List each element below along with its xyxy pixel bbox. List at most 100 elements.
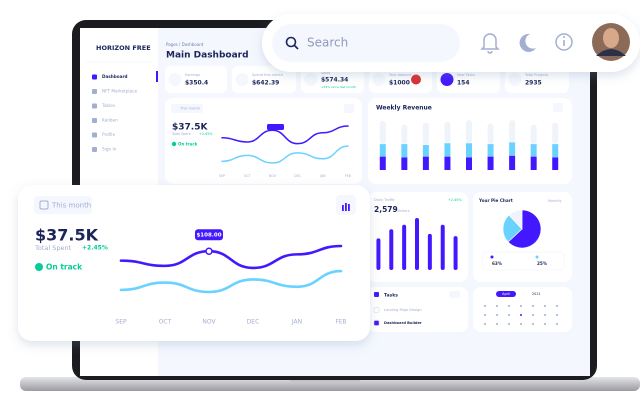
bar [379,144,386,157]
calendar-day[interactable] [508,323,510,325]
calendar-day[interactable] [484,305,486,307]
card [437,66,500,93]
stat-icon [372,73,386,86]
calendar-day[interactable] [496,305,498,307]
tooltip [195,229,223,241]
bar [487,144,494,157]
x-tick-label: SEP [115,319,127,326]
stat-value: $1000 [389,80,410,87]
stat-value: $642.39 [252,80,279,87]
status-dot [35,263,43,271]
calendar-day[interactable] [544,305,546,307]
tooltip [267,124,284,130]
bar [440,224,445,270]
pie-slice [502,214,523,243]
pie-slice [508,209,523,230]
bar [509,155,516,170]
spend-total: $37.5K [172,123,208,133]
traffic-change: +2.45% [448,198,462,202]
task-checkbox[interactable] [374,292,379,297]
status-dot [171,141,177,147]
x-tick-label: SEP [219,174,225,178]
calendar-day[interactable] [556,305,558,307]
bar [466,143,472,158]
legend-dot [535,255,539,259]
menu-item[interactable]: Dashboard [102,74,128,79]
calendar-day[interactable] [532,323,534,325]
menu-item[interactable]: Profile [102,132,115,137]
period-select[interactable]: Monthly [548,199,562,203]
breadcrumb: Pages / Dashboard [166,42,204,47]
menu-icon [92,118,97,123]
bar [389,229,394,270]
calendar-day[interactable] [532,314,534,316]
search-icon [293,44,299,50]
status: On track [178,142,198,147]
avatar-face [603,28,619,48]
month-button[interactable] [171,104,203,113]
x-tick-label: OCT [244,174,251,178]
calendar-day[interactable] [520,305,522,307]
pie-slice [507,209,542,249]
spend-change: +2.45% [199,132,213,136]
x-tick-label: JAN [319,174,326,178]
calendar-day[interactable] [496,314,498,316]
spend-change: +2.45% [82,245,108,252]
month-select[interactable] [496,291,516,297]
page-title: Main Dashboard [166,51,249,61]
notifications-button[interactable] [480,33,500,54]
calendar-day[interactable] [544,323,546,325]
spend-total: $37.5K [35,226,99,245]
calendar-day[interactable] [496,323,498,325]
bar [453,236,458,270]
line [221,145,349,164]
calendar-day[interactable] [556,323,558,325]
x-tick-label: FEB [335,319,346,326]
point-marker [205,247,213,255]
chart-button[interactable] [344,104,354,113]
bar [552,144,559,158]
task-checkbox[interactable] [373,307,380,313]
stat-label: Earnings [185,73,200,77]
info-button[interactable] [555,33,573,51]
legend-dot [490,255,494,259]
stat-label: Total Projects [524,73,548,77]
menu-button[interactable] [449,291,460,298]
month-button[interactable] [34,196,92,214]
task-item: Landing Page Design [384,308,422,312]
stat-value: $350.4 [185,80,208,87]
status: On track [46,263,83,272]
chart-icon [342,205,344,211]
tasks-title: Tasks [384,293,398,299]
calendar-day[interactable] [484,314,486,316]
calendar-day[interactable] [532,305,534,307]
calendar-day[interactable] [544,314,546,316]
bar [444,143,451,157]
menu-item[interactable]: Tables [101,103,115,108]
calendar-day[interactable] [508,305,510,307]
menu-icon [92,147,97,152]
stat-label: Your balance [389,73,411,77]
calendar-day[interactable] [556,314,558,316]
theme-toggle[interactable] [519,33,536,52]
search-input[interactable] [272,24,460,62]
calendar-day[interactable] [520,323,522,325]
menu-item[interactable]: NFT Marketplace [102,89,137,94]
calendar-day[interactable] [484,323,486,325]
calendar-day[interactable] [508,314,510,316]
month-button-label: This month [179,107,200,111]
menu-item[interactable]: Kanban [102,118,118,123]
menu-item[interactable]: Sign In [102,147,117,152]
bar [379,120,386,145]
bar [530,156,537,170]
stat-label: New Tasks [457,73,475,77]
stat-label: Sales [321,71,330,75]
task-checkbox[interactable] [373,320,380,326]
bar [422,145,429,157]
chart-button[interactable] [553,103,563,112]
bar [379,156,386,170]
stat-note: +23% since last month [321,85,356,89]
calendar-day[interactable] [520,314,522,316]
